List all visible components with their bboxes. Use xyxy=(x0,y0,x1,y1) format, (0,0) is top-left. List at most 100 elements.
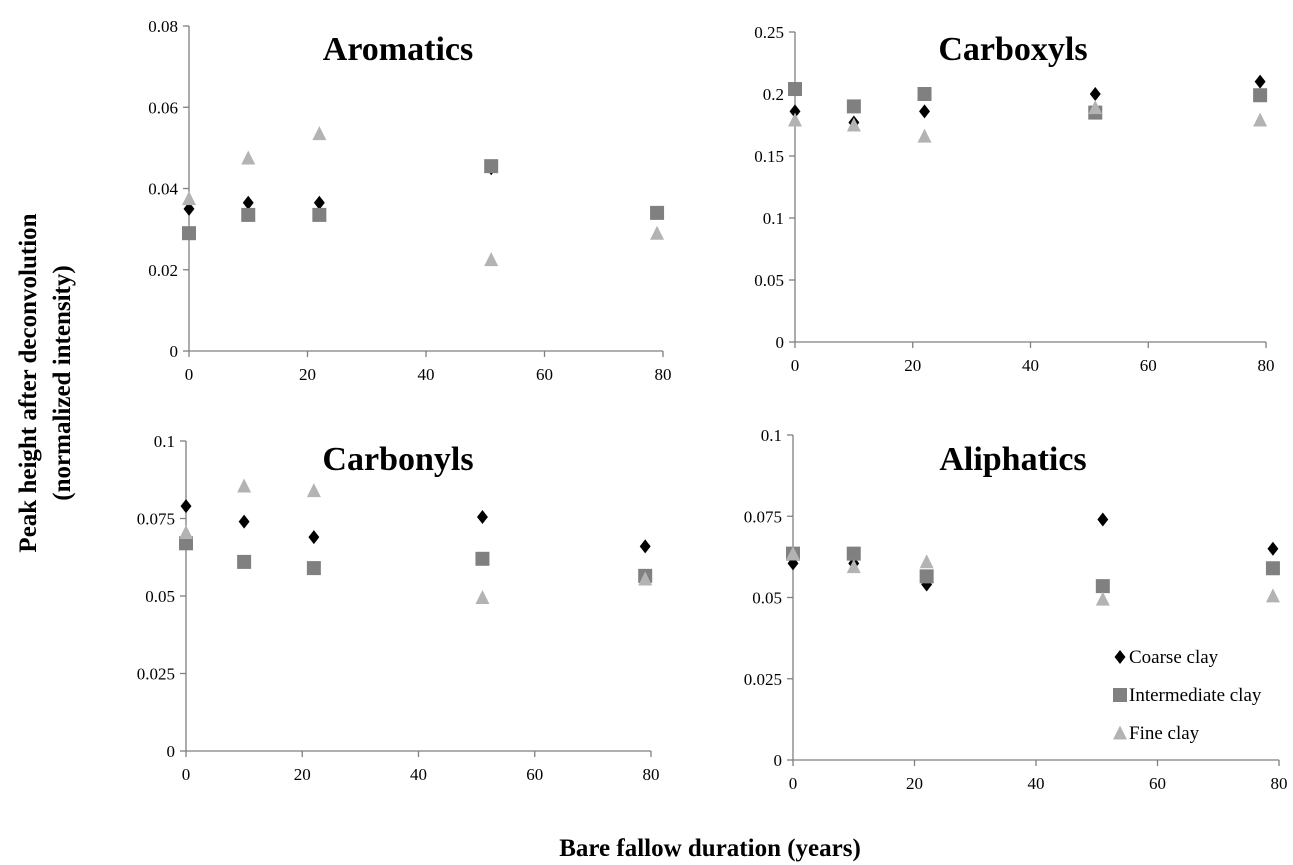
y-tick-label: 0.075 xyxy=(137,510,175,529)
data-point xyxy=(919,569,934,584)
data-point xyxy=(241,150,256,165)
data-point xyxy=(179,524,193,539)
data-point xyxy=(846,99,861,114)
data-point xyxy=(1095,579,1110,594)
legend-label: Intermediate clay xyxy=(1129,685,1262,706)
legend-label: Fine clay xyxy=(1129,723,1200,744)
data-point xyxy=(1089,87,1101,101)
series-intermediate-clay xyxy=(786,546,1280,594)
legend-marker xyxy=(1114,650,1126,664)
y-tick-label: 0.08 xyxy=(148,17,178,36)
data-point xyxy=(179,536,193,551)
data-point xyxy=(1253,88,1268,103)
series-intermediate-clay xyxy=(182,159,665,241)
series-coarse-clay xyxy=(789,74,1266,130)
x-tick-label: 40 xyxy=(418,365,435,384)
y-tick-label: 0 xyxy=(776,333,785,352)
data-point xyxy=(476,509,488,524)
y-tick-label: 0 xyxy=(167,742,176,761)
legend-marker xyxy=(1113,688,1127,702)
data-point xyxy=(306,483,321,498)
data-point xyxy=(1095,591,1110,606)
panel-title: Carbonyls xyxy=(322,441,473,478)
series-intermediate-clay xyxy=(788,82,1268,120)
data-point xyxy=(241,207,256,222)
data-point xyxy=(1088,100,1103,115)
data-point xyxy=(1253,112,1268,127)
y-tick-label: 0.04 xyxy=(148,180,178,199)
x-tick-label: 0 xyxy=(791,356,800,375)
panel-aliphatics: 0 0.025 0.05 0.075 0.1 0 20 40 60 80 Aliphatics xyxy=(744,426,1288,793)
data-point xyxy=(639,539,651,554)
data-point xyxy=(180,499,192,514)
data-point xyxy=(237,554,252,569)
data-point xyxy=(1267,541,1279,556)
x-tick-label: 80 xyxy=(1258,356,1275,375)
y-tick-label: 0.15 xyxy=(754,147,784,166)
y-tick-label: 0.1 xyxy=(761,426,782,445)
data-point xyxy=(484,252,499,267)
data-point xyxy=(917,128,932,143)
data-point xyxy=(475,590,490,605)
panel-title: Aliphatics xyxy=(939,441,1086,478)
x-tick-label: 80 xyxy=(643,765,660,784)
x-tick-label: 20 xyxy=(294,765,311,784)
x-tick-label: 60 xyxy=(536,365,553,384)
legend: Coarse clay Intermediate clay Fine clay xyxy=(1113,647,1262,744)
y-tick-label: 0.25 xyxy=(754,23,784,42)
data-point xyxy=(846,546,861,561)
data-point xyxy=(788,82,802,97)
x-tick-label: 0 xyxy=(789,774,798,793)
x-axis-label: Bare fallow duration (years) xyxy=(559,835,861,862)
x-tick-label: 20 xyxy=(906,774,923,793)
x-tick-label: 80 xyxy=(1271,774,1288,793)
x-tick-label: 0 xyxy=(185,365,194,384)
legend-item-intermediate-clay: Intermediate clay xyxy=(1113,685,1262,706)
data-point xyxy=(312,207,327,222)
data-point xyxy=(313,195,325,210)
data-point xyxy=(182,191,196,206)
x-tick-label: 40 xyxy=(410,765,427,784)
data-point xyxy=(242,195,254,210)
y-tick-label: 0.05 xyxy=(752,589,782,608)
legend-label: Coarse clay xyxy=(1129,647,1219,668)
series-fine-clay xyxy=(179,478,653,605)
y-axis-label-line2: (normalized intensity) xyxy=(49,265,76,500)
y-tick-label: 0.025 xyxy=(137,665,175,684)
data-point xyxy=(650,225,665,240)
x-tick-label: 80 xyxy=(655,365,672,384)
data-point xyxy=(846,559,861,574)
panel-carboxyls: 0 0.05 0.1 0.15 0.2 0.25 0 20 40 60 80 Carboxyls xyxy=(754,23,1274,375)
data-point xyxy=(238,514,250,529)
y-tick-label: 0.05 xyxy=(145,587,175,606)
data-point xyxy=(1097,512,1109,527)
x-tick-label: 20 xyxy=(904,356,921,375)
y-tick-label: 0.05 xyxy=(754,271,784,290)
panel-title: Aromatics xyxy=(323,31,473,68)
data-point xyxy=(917,87,932,101)
series-fine-clay xyxy=(182,126,665,267)
y-tick-label: 0.075 xyxy=(744,507,782,526)
data-point xyxy=(786,546,800,561)
series-fine-clay xyxy=(788,100,1268,143)
data-point xyxy=(475,551,490,566)
panel-aromatics: 0 0.02 0.04 0.06 0.08 0 20 40 60 80 Aromatics xyxy=(148,17,671,384)
x-tick-label: 60 xyxy=(526,765,543,784)
legend-marker xyxy=(1113,725,1127,740)
x-tick-label: 60 xyxy=(1140,356,1157,375)
series-fine-clay xyxy=(786,546,1280,606)
y-tick-label: 0 xyxy=(774,751,783,770)
panel-carbonyls: 0 0.025 0.05 0.075 0.1 0 20 40 60 80 Carbonyls xyxy=(137,432,660,784)
data-point xyxy=(1265,588,1280,603)
y-tick-label: 0.02 xyxy=(148,261,178,280)
data-point xyxy=(182,226,196,241)
data-point xyxy=(312,126,327,141)
y-tick-label: 0.025 xyxy=(744,670,782,689)
panel-title: Carboxyls xyxy=(938,31,1087,68)
x-tick-label: 60 xyxy=(1149,774,1166,793)
data-point xyxy=(1265,561,1280,576)
legend-item-coarse-clay: Coarse clay xyxy=(1114,647,1219,668)
data-point xyxy=(1254,74,1266,89)
data-point xyxy=(638,571,653,586)
